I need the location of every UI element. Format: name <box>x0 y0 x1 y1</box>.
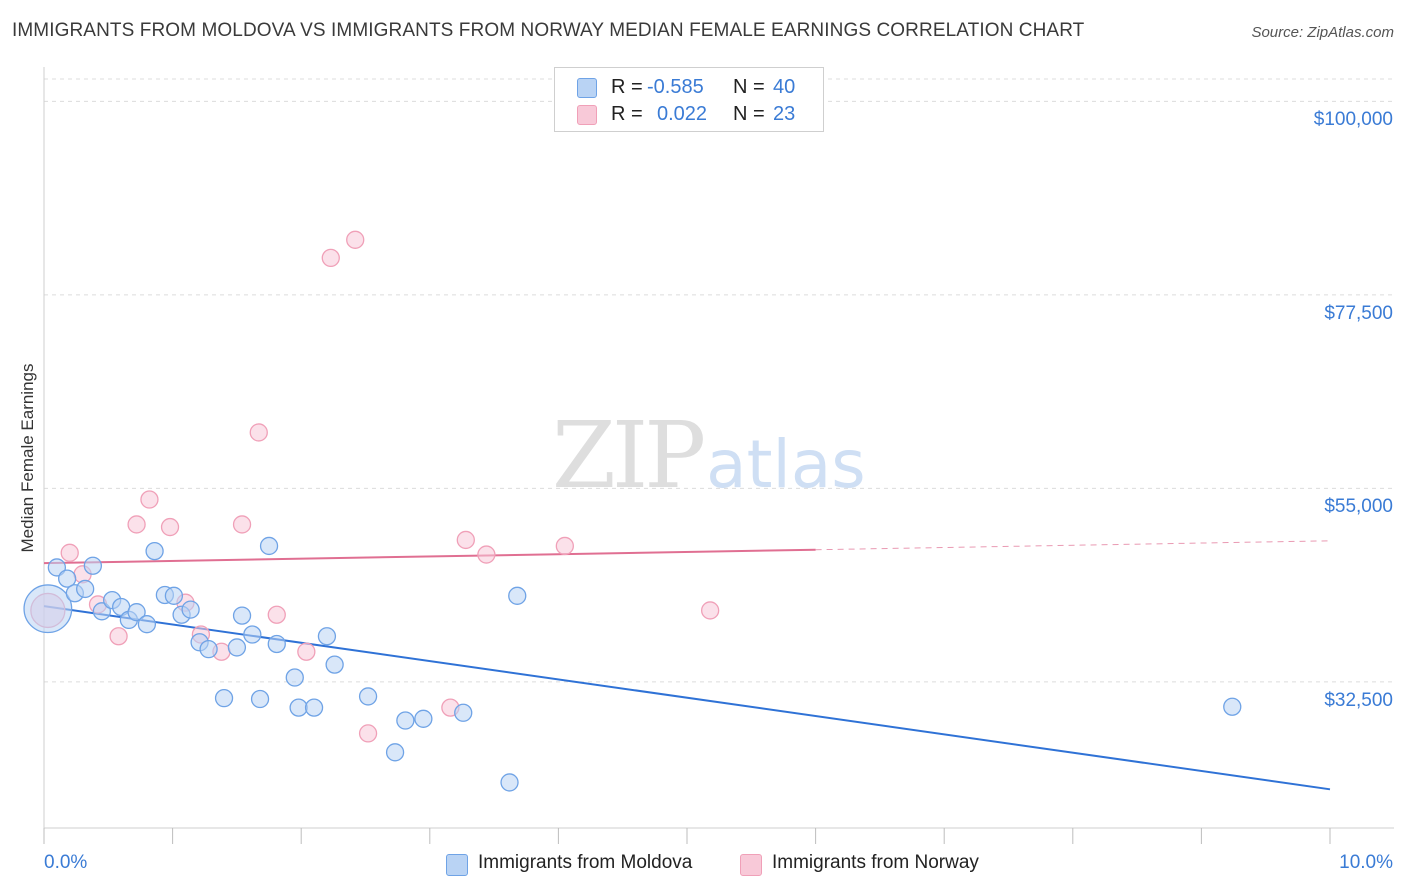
data-point-norway <box>358 724 378 743</box>
data-point-norway <box>109 627 128 646</box>
data-point-moldova <box>259 536 279 556</box>
watermark-zip: ZIP <box>552 402 706 509</box>
legend-label-moldova: Immigrants from Moldova <box>478 852 693 873</box>
data-point-norway <box>555 536 574 556</box>
data-point-moldova <box>227 638 247 657</box>
data-point-moldova <box>304 698 324 717</box>
data-point-moldova <box>317 627 337 646</box>
legend-n-value-moldova: 40 <box>773 76 796 98</box>
data-point-norway <box>346 230 365 249</box>
data-point-moldova <box>508 586 527 605</box>
axes <box>43 67 1394 844</box>
data-point-norway <box>267 605 286 624</box>
legend-r-label: R = <box>611 103 643 125</box>
trend-line-dashed-1 <box>815 540 1331 551</box>
trend-line-0 <box>43 605 1331 791</box>
data-point-moldova <box>289 698 308 717</box>
data-point-moldova <box>232 606 252 625</box>
watermark-atlas: atlas <box>706 426 866 503</box>
data-point-moldova <box>243 625 262 644</box>
data-point-moldova <box>414 709 433 728</box>
data-point-norway <box>232 515 252 534</box>
legend-r-value-norway: 0.022 <box>657 103 708 125</box>
legend-r-label: R = <box>611 76 643 98</box>
data-point-norway <box>297 642 316 661</box>
legend-n-value-norway: 23 <box>773 103 796 125</box>
data-point-moldova <box>199 639 218 659</box>
legend-label-norway: Immigrants from Norway <box>772 852 979 873</box>
correlation-legend: R = -0.585 N = 40 R = 0.022 N = 23 <box>554 67 824 132</box>
data-point-moldova <box>267 634 286 654</box>
legend-swatch-moldova <box>577 78 597 98</box>
legend-r-value-moldova: -0.585 <box>647 76 704 98</box>
data-point-moldova <box>1223 697 1242 716</box>
data-point-moldova <box>83 556 103 575</box>
legend-swatch-norway <box>577 105 597 125</box>
watermark: ZIPatlas <box>552 402 866 509</box>
data-point-moldova <box>127 603 146 622</box>
legend-swatch-moldova <box>446 854 468 876</box>
data-points <box>23 230 1242 792</box>
data-point-moldova <box>396 711 415 730</box>
data-point-norway <box>140 490 159 509</box>
series-legend: Immigrants from Moldova Immigrants from … <box>0 852 1406 878</box>
x-tick-label-min: 0.0% <box>44 852 88 873</box>
data-point-norway <box>60 543 79 562</box>
trend-line-1 <box>43 548 816 565</box>
gridlines <box>44 78 1394 683</box>
legend-n-label: N = <box>733 76 765 98</box>
data-point-norway <box>127 515 146 534</box>
data-point-norway <box>700 601 720 620</box>
y-tick-label: $55,000 <box>1324 496 1393 518</box>
data-point-norway <box>321 248 340 268</box>
data-point-moldova <box>385 743 405 762</box>
legend-n-label: N = <box>733 103 765 125</box>
data-point-moldova <box>47 558 67 577</box>
trend-lines <box>43 540 1331 791</box>
x-tick-label-max: 10.0% <box>1339 852 1393 873</box>
y-tick-label: $77,500 <box>1324 302 1393 324</box>
data-point-moldova <box>358 687 378 706</box>
y-axis-label: Median Female Earnings <box>18 363 37 553</box>
data-point-moldova <box>214 689 234 708</box>
y-tick-label: $32,500 <box>1324 689 1393 711</box>
data-point-moldova <box>285 668 304 687</box>
data-point-moldova <box>325 655 344 674</box>
data-point-moldova <box>181 600 200 619</box>
data-point-moldova <box>92 602 112 621</box>
data-point-norway <box>477 545 496 564</box>
legend-swatch-norway <box>740 854 762 876</box>
data-point-moldova <box>500 773 519 792</box>
data-point-moldova <box>145 541 164 561</box>
data-point-moldova <box>250 689 270 709</box>
chart-title: IMMIGRANTS FROM MOLDOVA VS IMMIGRANTS FR… <box>12 20 1085 41</box>
data-point-norway <box>160 517 180 537</box>
y-tick-label: $100,000 <box>1313 109 1393 131</box>
data-point-moldova <box>23 584 73 634</box>
data-point-moldova <box>57 569 77 588</box>
data-point-moldova <box>164 586 184 605</box>
data-point-moldova <box>76 579 95 599</box>
data-point-norway <box>249 423 268 442</box>
data-point-moldova <box>454 703 473 722</box>
data-point-moldova <box>137 615 157 634</box>
chart-source: Source: ZipAtlas.com <box>1251 24 1394 41</box>
data-point-norway <box>456 530 475 550</box>
